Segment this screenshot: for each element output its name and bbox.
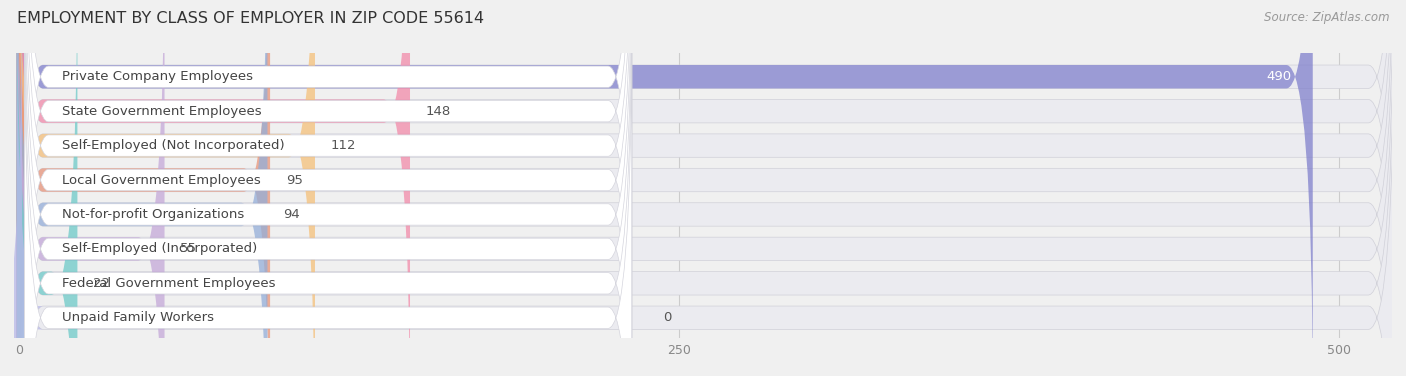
FancyBboxPatch shape [17, 0, 1395, 376]
FancyBboxPatch shape [25, 0, 631, 376]
Text: Not-for-profit Organizations: Not-for-profit Organizations [62, 208, 243, 221]
FancyBboxPatch shape [25, 0, 631, 376]
Text: Self-Employed (Incorporated): Self-Employed (Incorporated) [62, 243, 257, 255]
FancyBboxPatch shape [25, 0, 631, 376]
Text: EMPLOYMENT BY CLASS OF EMPLOYER IN ZIP CODE 55614: EMPLOYMENT BY CLASS OF EMPLOYER IN ZIP C… [17, 11, 484, 26]
FancyBboxPatch shape [25, 0, 631, 376]
FancyBboxPatch shape [17, 0, 1395, 376]
FancyBboxPatch shape [17, 0, 1395, 376]
Text: State Government Employees: State Government Employees [62, 105, 262, 118]
FancyBboxPatch shape [17, 0, 411, 376]
FancyBboxPatch shape [17, 0, 1395, 376]
FancyBboxPatch shape [17, 0, 1395, 376]
Text: Source: ZipAtlas.com: Source: ZipAtlas.com [1264, 11, 1389, 24]
FancyBboxPatch shape [17, 0, 1313, 376]
FancyBboxPatch shape [17, 0, 77, 376]
FancyBboxPatch shape [17, 0, 270, 376]
FancyBboxPatch shape [17, 0, 1395, 376]
Text: 148: 148 [426, 105, 451, 118]
FancyBboxPatch shape [25, 18, 631, 376]
Text: 95: 95 [285, 174, 302, 186]
Text: Local Government Employees: Local Government Employees [62, 174, 260, 186]
FancyBboxPatch shape [25, 0, 631, 376]
Text: 112: 112 [330, 139, 356, 152]
Text: 490: 490 [1267, 70, 1292, 83]
FancyBboxPatch shape [17, 0, 1395, 376]
Text: Unpaid Family Workers: Unpaid Family Workers [62, 311, 214, 324]
Text: Federal Government Employees: Federal Government Employees [62, 277, 276, 290]
Text: 22: 22 [93, 277, 110, 290]
Text: 94: 94 [283, 208, 299, 221]
FancyBboxPatch shape [25, 0, 631, 376]
Text: 0: 0 [664, 311, 672, 324]
FancyBboxPatch shape [17, 0, 267, 376]
Text: Private Company Employees: Private Company Employees [62, 70, 253, 83]
FancyBboxPatch shape [17, 0, 165, 376]
FancyBboxPatch shape [17, 0, 315, 376]
FancyBboxPatch shape [17, 0, 1395, 376]
Text: Self-Employed (Not Incorporated): Self-Employed (Not Incorporated) [62, 139, 284, 152]
FancyBboxPatch shape [25, 0, 631, 376]
FancyBboxPatch shape [0, 0, 44, 376]
Text: 55: 55 [180, 243, 197, 255]
